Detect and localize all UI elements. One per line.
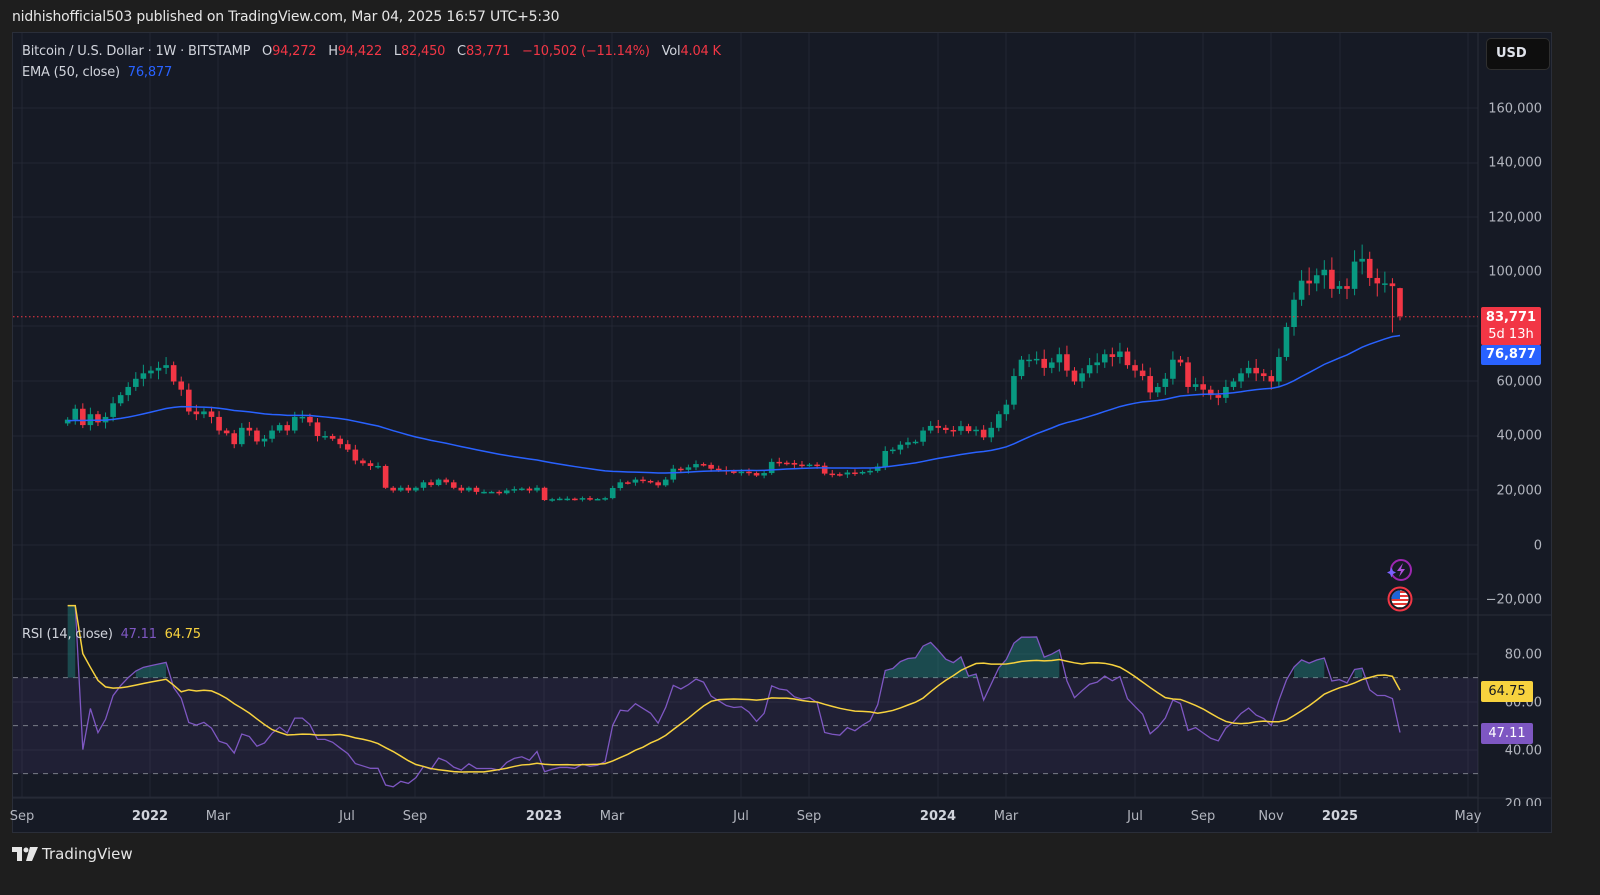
bar-countdown: 5d 13h [1488,327,1534,342]
rsi-value: 47.11 [120,627,157,642]
time-axis-label: Sep [9,809,35,824]
price-axis-label: −20,000 [1485,592,1542,608]
symbol-title[interactable]: Bitcoin / U.S. Dollar · 1W · BITSTAMP [22,44,251,59]
close-value: 83,771 [465,44,511,59]
published-caption: nidhishofficial503 published on TradingV… [12,9,560,25]
price-axis-label: 20,000 [1496,483,1543,499]
us-flag-economic-event-icon[interactable] [1387,586,1413,612]
lightning-event-icon[interactable] [1386,557,1412,583]
chart-panel[interactable] [12,32,1552,833]
ema-legend[interactable]: EMA (50, close) 76,877 [22,65,172,80]
time-axis-label: May [1454,809,1482,824]
price-axis-label: 40,000 [1496,428,1543,444]
open-value: 94,272 [272,44,317,59]
price-axis-label: 160,000 [1488,101,1542,117]
time-axis-label: Mar [993,809,1019,824]
rsi-legend[interactable]: RSI (14, close) 47.11 64.75 [22,627,201,642]
tradingview-brand: TradingView [42,845,133,863]
last-price-tag: 83,771 5d 13h [1481,307,1541,345]
rsi-axis-label: 80.00 [1504,647,1542,663]
time-axis-label: Sep [796,809,822,824]
rsi-axis-label: 40.00 [1504,743,1542,759]
time-axis-label: 2025 [1321,809,1359,824]
volume-value: 4.04 K [680,44,721,59]
time-axis-label: Jul [339,809,355,824]
time-axis-label: Nov [1258,809,1284,824]
time-axis-label: Jul [1127,809,1143,824]
high-value: 94,422 [337,44,383,59]
time-axis-label: 2024 [919,809,957,824]
rsi-tag: 47.11 [1481,723,1533,744]
time-axis-label: Mar [205,809,231,824]
ema-label: EMA (50, close) [22,65,120,80]
price-axis-label: 0 [1533,538,1542,554]
tradingview-logo[interactable]: TradingView [12,845,133,863]
price-axis-label: 120,000 [1488,210,1542,226]
rsi-ma-tag: 64.75 [1481,681,1533,702]
rsi-axis-label: 20.00 [1504,797,1542,806]
time-axis-label: 2022 [131,809,169,824]
price-axis-label: 60,000 [1496,374,1543,390]
ema-value: 76,877 [127,65,173,80]
time-axis-label: Sep [1190,809,1216,824]
ema-price-tag: 76,877 [1481,345,1541,365]
time-axis-label: 2023 [525,809,563,824]
last-price-value: 83,771 [1485,310,1537,325]
price-axis-label: 100,000 [1488,264,1542,280]
tradingview-logo-icon [12,847,38,861]
rsi-ma-value: 64.75 [164,627,201,642]
price-axis-label: 140,000 [1488,155,1542,171]
time-axis-label: Sep [402,809,428,824]
rsi-label: RSI (14, close) [22,627,113,642]
symbol-legend: Bitcoin / U.S. Dollar · 1W · BITSTAMP O9… [22,44,721,59]
currency-button[interactable]: USD [1486,38,1550,70]
time-axis-label: Mar [599,809,625,824]
low-value: 82,450 [400,44,446,59]
time-axis-label: Jul [733,809,749,824]
change-value: −10,502 (−11.14%) [522,44,650,59]
